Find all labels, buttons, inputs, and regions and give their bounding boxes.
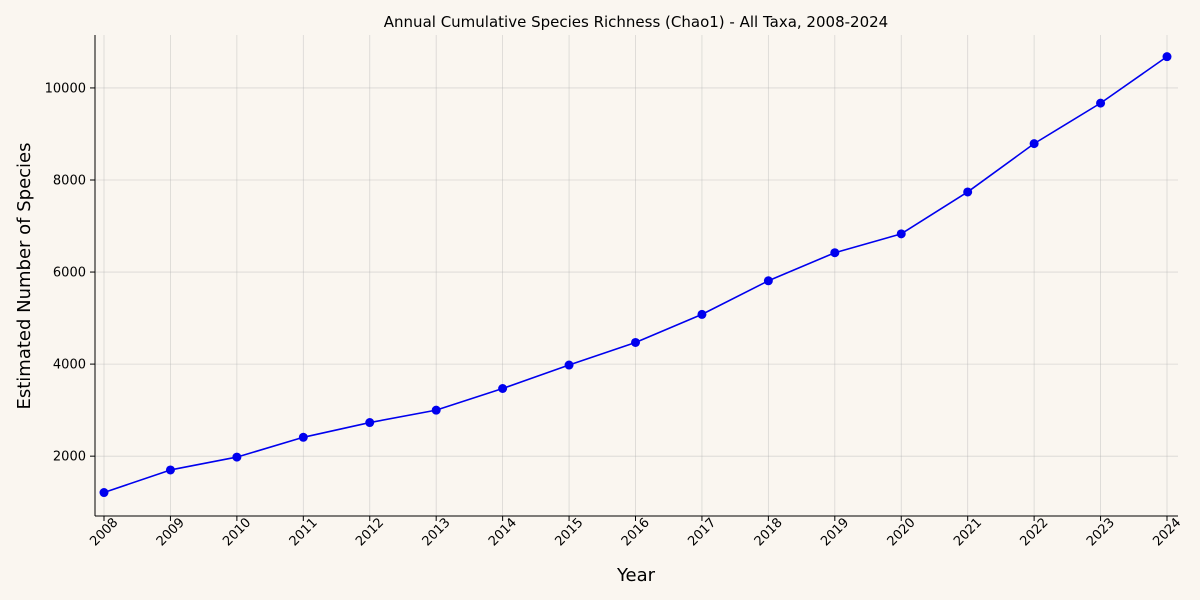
chart-title: Annual Cumulative Species Richness (Chao… [384,13,888,31]
y-tick-label: 8000 [53,173,86,188]
data-point [1096,98,1106,108]
data-point [564,360,574,370]
data-point [498,384,508,394]
data-point [763,276,773,286]
y-axis-label: Estimated Number of Species [14,142,35,409]
data-point [431,405,441,415]
data-point [830,248,840,258]
data-point [165,465,175,475]
y-tick-label: 2000 [53,450,86,465]
data-point [896,229,906,239]
data-point [298,432,308,442]
data-point [99,488,109,498]
y-tick-label: 6000 [53,266,86,281]
axes [94,35,1178,517]
data-point [232,452,242,462]
y-tick-label: 10000 [45,81,86,96]
data-point [697,309,707,319]
x-axis-label: Year [616,565,656,586]
data-point [631,337,640,347]
data-point [1162,52,1172,62]
series [99,52,1172,498]
grid [95,35,1178,516]
data-point [365,418,375,428]
y-tick-label: 4000 [53,358,86,373]
data-point [1029,139,1039,149]
data-point [963,187,973,197]
